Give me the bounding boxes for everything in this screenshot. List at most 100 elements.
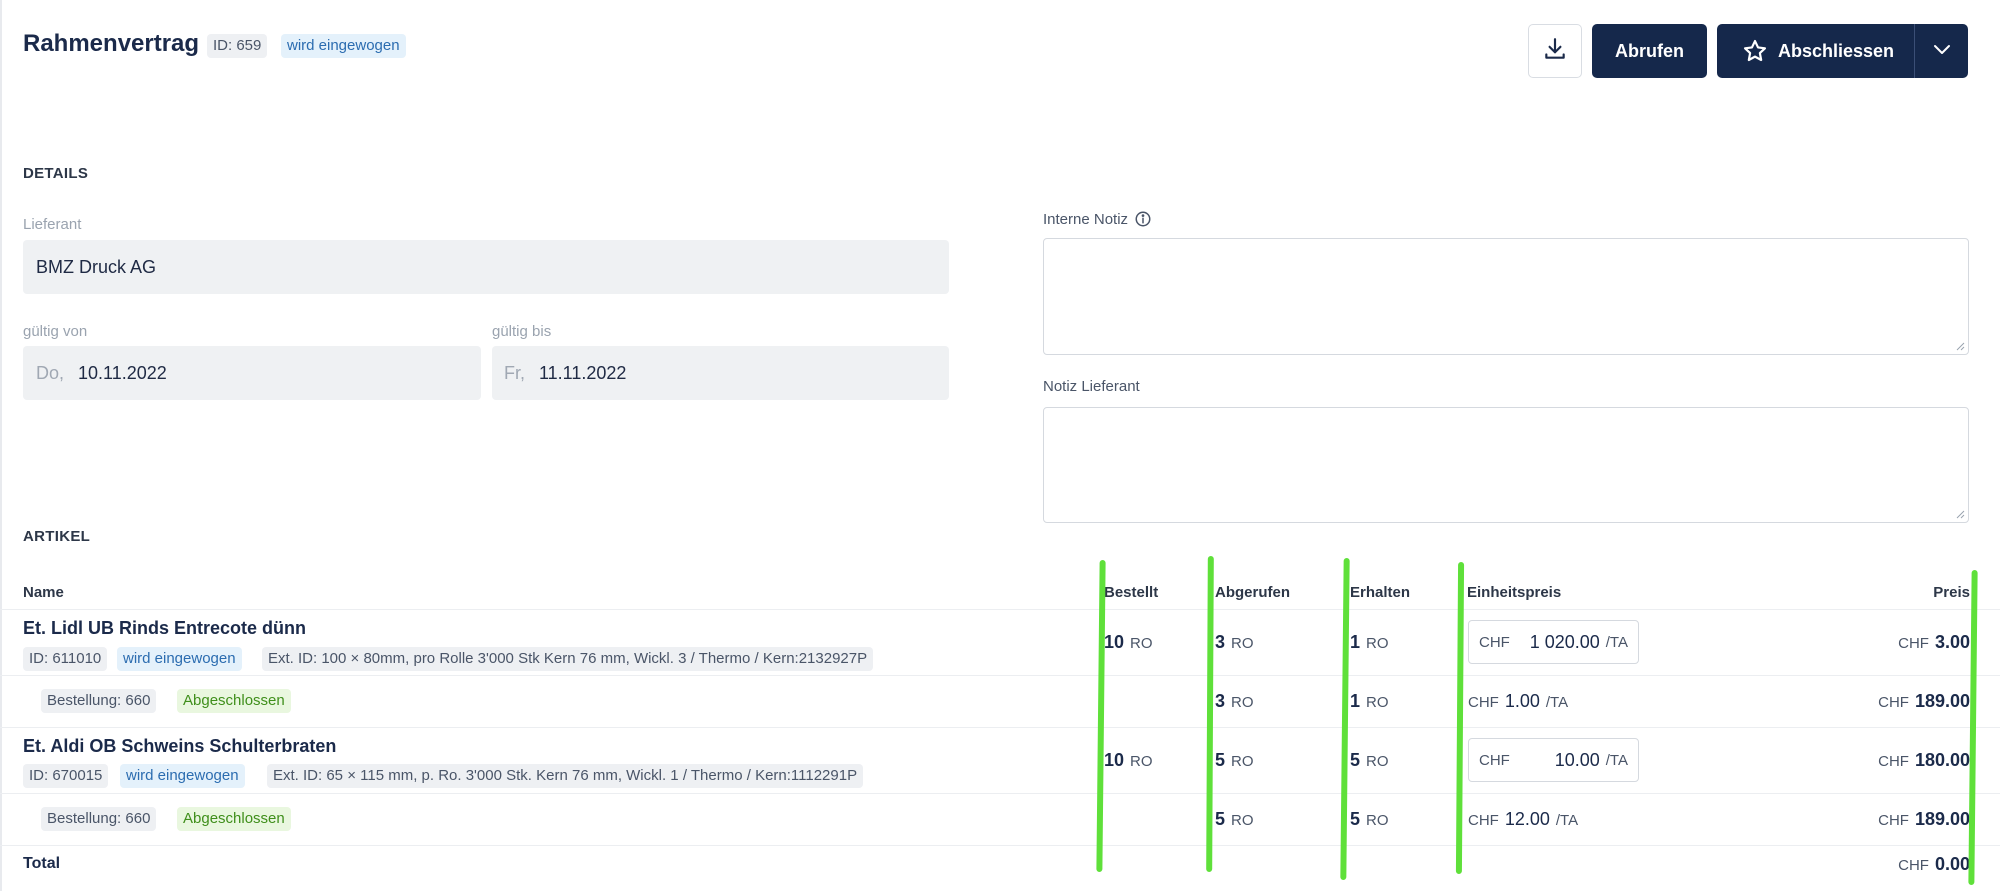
unit-label: RO [1366,694,1389,711]
currency-label: CHF [1898,857,1929,874]
unit-price-input[interactable]: CHF 10.00 /TA [1468,738,1639,782]
split-button-divider [1914,24,1915,78]
unit-price-value[interactable]: 10.00 [1554,749,1600,770]
table-header-divider [0,609,2000,610]
chevron-down-icon [1930,37,1954,66]
bestellung-status-badge: Abgeschlossen [177,807,291,831]
per-unit-label: /TA [1545,694,1569,711]
bestellt-value: 10 [1104,632,1125,652]
total-price: CHF 0.00 [1800,854,1970,875]
currency-label: CHF [1878,812,1909,829]
currency-label: CHF [1468,694,1499,711]
notiz-lieferant-textarea[interactable] [1043,407,1969,523]
page-title: Rahmenvertrag [23,30,200,57]
item-ext-id-badge: Ext. ID: 65 × 115 mm, p. Ro. 3'000 Stk. … [267,764,864,788]
interne-notiz-textarea[interactable] [1043,238,1969,355]
contract-id-badge: ID: 659 [207,34,268,58]
column-header-name: Name [23,584,64,601]
line-price-value: 180.00 [1914,750,1970,770]
line-price: CHF 180.00 [1800,750,1970,771]
info-icon[interactable] [1134,210,1152,228]
erhalten-cell: 1 RO [1350,632,1389,653]
line-price: CHF 189.00 [1800,691,1970,712]
item-id-badge: ID: 670015 [23,764,109,788]
gueltig-bis-weekday: Fr, [504,362,525,383]
column-header-bestellt: Bestellt [1104,584,1159,601]
unit-price-readonly: CHF 12.00/TA [1468,809,1578,830]
unit-label: RO [1231,812,1254,829]
gueltig-von-weekday: Do, [36,362,65,383]
resize-grip-icon[interactable] [1955,341,1965,351]
annotation-line [1096,559,1106,873]
bestellt-cell: 10 RO [1104,632,1153,653]
gueltig-von-label: gültig von [23,323,88,340]
annotation-line [1455,561,1465,875]
artikel-section-title: ARTIKEL [23,528,91,545]
currency-label: CHF [1468,812,1499,829]
gueltig-bis-field[interactable]: Fr, 11.11.2022 [492,346,949,400]
bestellung-status-badge: Abgeschlossen [177,689,291,713]
abgerufen-cell: 5 RO [1215,809,1254,830]
line-price-value: 189.00 [1914,809,1970,829]
unit-label: RO [1366,812,1389,829]
row-divider [0,727,2000,728]
details-section-title: DETAILS [23,165,89,182]
per-unit-label: /TA [1605,633,1628,651]
item-status-badge: wird eingewogen [120,764,245,788]
erhalten-cell: 5 RO [1350,809,1389,830]
abgerufen-value: 5 [1215,809,1226,829]
item-name[interactable]: Et. Lidl UB Rinds Entrecote dünn [23,618,306,638]
download-icon [1542,36,1568,67]
row-divider [0,793,2000,794]
per-unit-label: /TA [1555,812,1579,829]
abgerufen-cell: 5 RO [1215,750,1254,771]
column-header-einheitspreis: Einheitspreis [1467,584,1562,601]
item-id-badge: ID: 611010 [23,647,108,671]
gueltig-bis-value: 11.11.2022 [539,362,627,383]
interne-notiz-label: Interne Notiz [1043,210,1152,228]
bestellung-badge[interactable]: Bestellung: 660 [41,689,157,713]
gueltig-von-field[interactable]: Do, 10.11.2022 [23,346,481,400]
unit-label: RO [1130,753,1153,770]
line-price: CHF 3.00 [1800,632,1970,653]
total-value: 0.00 [1934,854,1970,874]
column-header-erhalten: Erhalten [1350,584,1411,601]
abschliessen-label: Abschliessen [1778,40,1895,61]
line-price-value: 3.00 [1934,632,1970,652]
bestellung-badge[interactable]: Bestellung: 660 [41,807,157,831]
unit-label: RO [1130,635,1153,652]
download-button[interactable] [1528,24,1582,78]
unit-price-input[interactable]: CHF 1 020.00 /TA [1468,620,1639,664]
abgerufen-value: 5 [1215,750,1226,770]
erhalten-value: 5 [1350,750,1361,770]
abgerufen-cell: 3 RO [1215,632,1254,653]
per-unit-label: /TA [1605,751,1628,769]
unit-price-value[interactable]: 1 020.00 [1529,631,1600,652]
unit-label: RO [1366,753,1389,770]
currency-label: CHF [1479,751,1510,769]
resize-grip-icon[interactable] [1955,509,1965,519]
gueltig-von-value: 10.11.2022 [78,362,167,383]
contract-status-badge: wird eingewogen [281,34,406,58]
row-divider [0,675,2000,676]
abrufen-button[interactable]: Abrufen [1592,24,1707,78]
page-left-border [0,0,2,891]
unit-label: RO [1231,635,1254,652]
lieferant-field[interactable]: BMZ Druck AG [23,240,949,294]
item-ext-id-badge: Ext. ID: 100 × 80mm, pro Rolle 3'000 Stk… [262,647,874,671]
unit-price-readonly: CHF 1.00/TA [1468,691,1568,712]
notiz-lieferant-label: Notiz Lieferant [1043,378,1140,395]
line-price-value: 189.00 [1914,691,1970,711]
currency-label: CHF [1479,633,1510,651]
item-name[interactable]: Et. Aldi OB Schweins Schulterbraten [23,736,337,756]
erhalten-cell: 5 RO [1350,750,1389,771]
currency-label: CHF [1878,694,1909,711]
abschliessen-button[interactable]: Abschliessen [1717,24,1968,78]
line-price: CHF 189.00 [1800,809,1970,830]
erhalten-value: 5 [1350,809,1361,829]
erhalten-value: 1 [1350,632,1361,652]
erhalten-value: 1 [1350,691,1361,711]
abschliessen-dropdown-toggle[interactable] [1915,24,1968,78]
unit-price-value: 12.00 [1504,809,1550,829]
abgerufen-value: 3 [1215,632,1226,652]
